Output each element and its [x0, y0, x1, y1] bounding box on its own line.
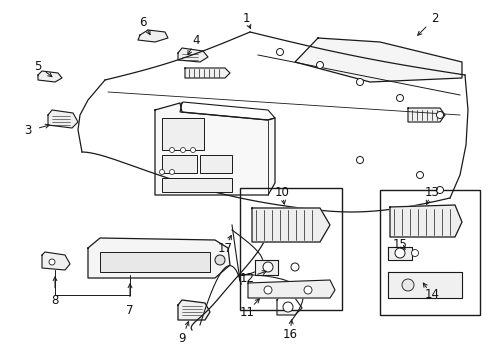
- Polygon shape: [48, 110, 78, 128]
- Text: 7: 7: [126, 303, 134, 316]
- Circle shape: [169, 170, 174, 175]
- Polygon shape: [38, 71, 62, 82]
- Bar: [162, 118, 203, 150]
- Polygon shape: [247, 280, 334, 298]
- Text: 15: 15: [392, 238, 407, 252]
- Polygon shape: [407, 108, 444, 122]
- Circle shape: [283, 302, 292, 312]
- Circle shape: [180, 148, 185, 153]
- Circle shape: [215, 255, 224, 265]
- Text: 1: 1: [242, 12, 249, 24]
- Circle shape: [316, 62, 323, 68]
- Text: 8: 8: [51, 293, 59, 306]
- Circle shape: [394, 248, 404, 258]
- Circle shape: [159, 170, 164, 175]
- Polygon shape: [387, 247, 411, 260]
- Circle shape: [276, 49, 283, 55]
- Circle shape: [396, 94, 403, 102]
- Bar: [379, 190, 479, 315]
- Text: 6: 6: [139, 15, 146, 28]
- Polygon shape: [254, 260, 278, 275]
- Polygon shape: [155, 103, 274, 195]
- Text: 14: 14: [424, 288, 439, 302]
- Text: 12: 12: [239, 271, 254, 284]
- Bar: [162, 155, 197, 173]
- Text: 11: 11: [239, 306, 254, 319]
- Polygon shape: [389, 205, 461, 237]
- Circle shape: [190, 148, 195, 153]
- Circle shape: [304, 286, 311, 294]
- Bar: [162, 178, 231, 192]
- Circle shape: [436, 112, 443, 118]
- Circle shape: [416, 171, 423, 179]
- Text: 16: 16: [282, 328, 297, 342]
- Text: 17: 17: [217, 242, 232, 255]
- Polygon shape: [387, 272, 461, 298]
- Text: 10: 10: [274, 185, 289, 198]
- Circle shape: [264, 286, 271, 294]
- Bar: [240, 188, 341, 310]
- Polygon shape: [251, 208, 329, 242]
- Circle shape: [411, 249, 418, 256]
- Circle shape: [356, 78, 363, 85]
- Text: 9: 9: [178, 332, 185, 345]
- Circle shape: [263, 262, 272, 272]
- Polygon shape: [184, 68, 229, 78]
- Polygon shape: [276, 296, 302, 315]
- Circle shape: [401, 279, 413, 291]
- Circle shape: [290, 263, 298, 271]
- Polygon shape: [42, 252, 70, 270]
- Text: 2: 2: [430, 12, 438, 24]
- Polygon shape: [178, 48, 207, 62]
- Text: 3: 3: [24, 125, 32, 138]
- Text: 13: 13: [424, 185, 439, 198]
- Bar: [200, 155, 231, 173]
- Bar: [100, 252, 209, 272]
- Circle shape: [49, 259, 55, 265]
- Polygon shape: [178, 300, 209, 320]
- Circle shape: [436, 186, 443, 194]
- Polygon shape: [138, 30, 168, 42]
- Circle shape: [169, 148, 174, 153]
- Text: 4: 4: [192, 33, 199, 46]
- Circle shape: [356, 157, 363, 163]
- Polygon shape: [294, 38, 461, 82]
- Text: 5: 5: [34, 59, 41, 72]
- Polygon shape: [88, 238, 229, 278]
